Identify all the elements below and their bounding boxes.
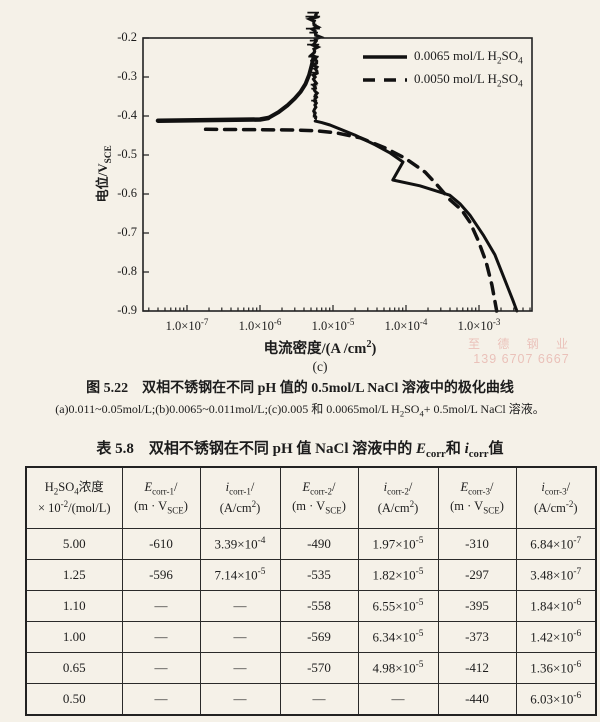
table-cell: 6.03×10-6 xyxy=(515,683,597,716)
panel-label: (c) xyxy=(312,359,328,374)
column-header: icorr-2/(A/cm2) xyxy=(357,466,439,529)
table-cell: — xyxy=(199,621,281,653)
table-cell: 6.55×10-5 xyxy=(357,590,439,622)
table-cell: 1.25 xyxy=(25,559,123,591)
table-cell: — xyxy=(357,683,439,716)
table-cell: 1.97×10-5 xyxy=(357,528,439,560)
table-cell: 3.48×10-7 xyxy=(515,559,597,591)
table-cell: — xyxy=(121,683,201,716)
y-tick-label: -0.3 xyxy=(117,69,137,83)
table-cell: -297 xyxy=(437,559,517,591)
table-cell: 1.36×10-6 xyxy=(515,652,597,684)
chart-canvas xyxy=(142,11,533,313)
x-tick-label: 1.0×10-6 xyxy=(238,317,282,334)
table-cell: -570 xyxy=(279,652,359,684)
corrosion-data-table: H2SO4浓度 × 10-2/(mol/L) Ecorr-1/(m · VSCE) i… xyxy=(25,466,597,716)
table-caption: 表 5.8 双相不锈钢在不同 pH 值 NaCl 溶液中的 Ecorr和 ico… xyxy=(96,441,504,460)
table-cell: -395 xyxy=(437,590,517,622)
column-header: H2SO4浓度 × 10-2/(mol/L) xyxy=(25,466,123,529)
column-header: Ecorr-1/(m · VSCE) xyxy=(121,466,201,529)
column-header: icorr-3/(A/cm-2) xyxy=(515,466,597,529)
table-cell: -558 xyxy=(279,590,359,622)
x-tick-label: 1.0×10-5 xyxy=(311,317,355,334)
series-solid-passive xyxy=(155,115,271,123)
table-cell: — xyxy=(121,621,201,653)
x-tick-label: 1.0×10-4 xyxy=(384,317,428,334)
y-tick-label: -0.6 xyxy=(117,186,137,200)
table-cell: 0.65 xyxy=(25,652,123,684)
table-cell: 4.98×10-5 xyxy=(357,652,439,684)
plot-frame xyxy=(142,37,533,312)
y-tick-label: -0.9 xyxy=(117,303,137,317)
table-cell: -596 xyxy=(121,559,201,591)
y-tick-label: -0.4 xyxy=(117,108,137,122)
legend-label: 0.0065 mol/L H2SO4 xyxy=(414,48,523,66)
table-cell: 7.14×10-5 xyxy=(199,559,281,591)
table-cell: -412 xyxy=(437,652,517,684)
table-cell: 6.34×10-5 xyxy=(357,621,439,653)
table-row: 0.65— — -570 4.98×10-5 -412 1.36×10-6 xyxy=(25,652,597,684)
polarization-chart: -0.2 -0.3 -0.4 -0.5 -0.6 -0.7 -0.8 -0.9 1.0×10-7… xyxy=(95,11,575,374)
table-cell: 1.42×10-6 xyxy=(515,621,597,653)
watermark-name: 至 德 钢 业 xyxy=(468,337,576,351)
table-cell: -440 xyxy=(437,683,517,716)
x-tick-label: 1.0×10-3 xyxy=(457,317,501,334)
table-row: 1.25 -596 7.14×10-5 -535 1.82×10-5 -297 3.48×1… xyxy=(25,559,597,591)
y-tick-label: -0.5 xyxy=(117,147,137,161)
y-tick-label: -0.8 xyxy=(117,264,137,278)
x-axis-label: 电流密度/(A /cm2) xyxy=(263,339,377,357)
watermark-phone: 139 6707 6667 xyxy=(473,352,570,366)
table-body: 5.00 -610 3.39×10-4 -490 1.97×10-5 -310 6.84×1… xyxy=(25,528,597,716)
table-header-row: H2SO4浓度 × 10-2/(mol/L) Ecorr-1/(m · VSCE) i… xyxy=(25,466,597,529)
table-cell: 5.00 xyxy=(25,528,123,560)
table-cell: 1.84×10-6 xyxy=(515,590,597,622)
series-solid-cathodic xyxy=(313,119,519,313)
table-cell: 0.50 xyxy=(25,683,123,716)
table-cell: — xyxy=(199,652,281,684)
table-cell: — xyxy=(199,683,281,716)
column-header: Ecorr-2/(m · VSCE) xyxy=(279,466,359,529)
table-cell: 1.82×10-5 xyxy=(357,559,439,591)
table-cell: — xyxy=(121,590,201,622)
figure-caption: 图 5.22 双相不锈钢在不同 pH 值的 0.5mol/L NaCl 溶液中的… xyxy=(86,381,514,396)
x-tick-label: 1.0×10-7 xyxy=(165,317,209,334)
table-cell: 6.84×10-7 xyxy=(515,528,597,560)
y-axis-label: 电位/VSCE xyxy=(95,145,114,203)
table-row: 5.00 -610 3.39×10-4 -490 1.97×10-5 -310 6.84×1… xyxy=(25,528,597,560)
anodic-band-path xyxy=(305,12,325,121)
table-cell: 1.10 xyxy=(25,590,123,622)
table-cell: -610 xyxy=(121,528,201,560)
table-cell: -310 xyxy=(437,528,517,560)
column-header: Ecorr-3/(m · VSCE) xyxy=(437,466,517,529)
table-cell: -490 xyxy=(279,528,359,560)
watermark: 至 德 钢 业 139 6707 6667 xyxy=(468,337,575,367)
y-tick-label: -0.7 xyxy=(117,225,137,239)
legend-label: 0.0050 mol/L H2SO4 xyxy=(414,71,523,89)
table-header: H2SO4浓度 × 10-2/(mol/L) Ecorr-1/(m · VSCE) i… xyxy=(25,466,597,529)
series-dashed xyxy=(203,127,499,313)
table-row: 0.50— — — — -440 6.03×10-6 xyxy=(25,683,597,716)
series-solid-anodic xyxy=(266,55,316,120)
table-cell: -569 xyxy=(279,621,359,653)
table-cell: — xyxy=(199,590,281,622)
table-cell: -373 xyxy=(437,621,517,653)
column-header: icorr-1/(A/cm2) xyxy=(199,466,281,529)
table-cell: -535 xyxy=(279,559,359,591)
table-cell: 1.00 xyxy=(25,621,123,653)
table-row: 1.10— — -558 6.55×10-5 -395 1.84×10-6 xyxy=(25,590,597,622)
figure-subcaption: (a)0.011~0.05mol/L;(b)0.0065~0.011mol/L;… xyxy=(55,402,545,419)
axis-ticks xyxy=(143,37,531,312)
table-row: 1.00— — -569 6.34×10-5 -373 1.42×10-6 xyxy=(25,621,597,653)
y-tick-label: -0.2 xyxy=(117,30,137,44)
table-cell: — xyxy=(279,683,359,716)
table-cell: 3.39×10-4 xyxy=(199,528,281,560)
table-cell: — xyxy=(121,652,201,684)
